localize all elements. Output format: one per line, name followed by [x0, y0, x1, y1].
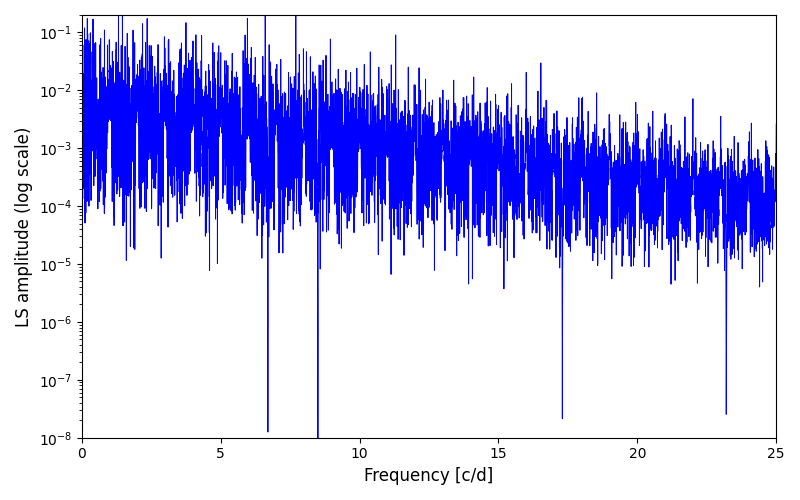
- Y-axis label: LS amplitude (log scale): LS amplitude (log scale): [15, 126, 33, 326]
- X-axis label: Frequency [c/d]: Frequency [c/d]: [364, 467, 494, 485]
